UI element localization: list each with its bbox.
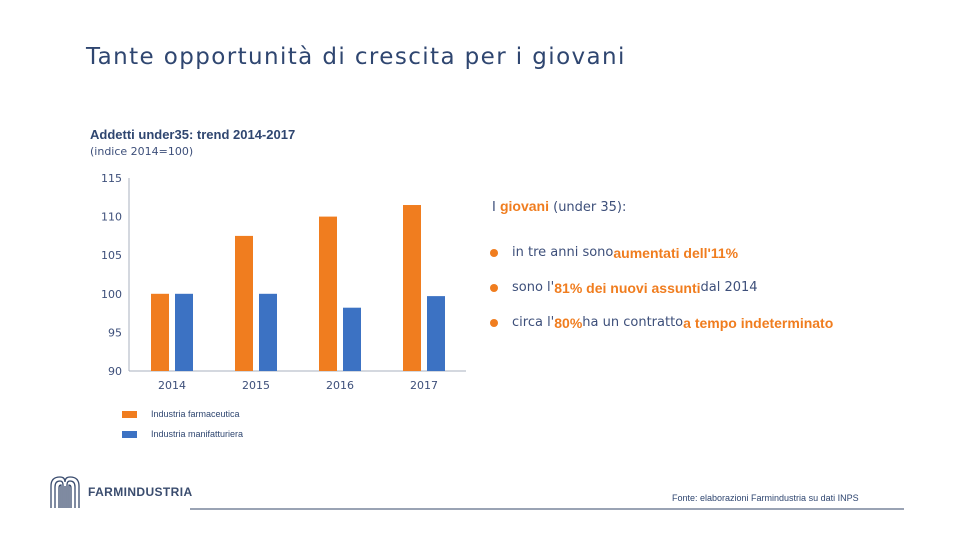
- chart-legend: Industria farmaceutica Industria manifat…: [122, 404, 243, 444]
- bar-manufacturing-2017: [427, 296, 445, 371]
- fact-1-highlight: aumentati dell'11%: [613, 244, 739, 261]
- bars: [151, 205, 445, 371]
- legend-item-manufacturing: Industria manifatturiera: [122, 424, 243, 444]
- fact-2-highlight: 81% dei nuovi assunti: [554, 279, 701, 296]
- x-tick-label: 2015: [242, 379, 270, 392]
- legend-item-pharma: Industria farmaceutica: [122, 404, 243, 424]
- intro-suffix: (under 35):: [548, 200, 627, 215]
- bar-manufacturing-2015: [259, 293, 277, 371]
- x-tick-label: 2017: [410, 379, 438, 392]
- page-title: Tante opportunità di crescita per i giov…: [86, 44, 626, 70]
- bar-manufacturing-2014: [175, 293, 193, 371]
- intro-highlight: giovani: [499, 198, 549, 214]
- key-facts-intro: I giovani (under 35):: [492, 198, 950, 215]
- fact-3-middle: ha un contratto: [582, 315, 684, 330]
- bullet-dot-icon: [490, 283, 498, 292]
- bar-pharma-2016: [319, 216, 337, 371]
- key-facts: I giovani (under 35): in tre anni sono a…: [490, 198, 950, 340]
- key-fact-1: in tre anni sono aumentati dell'11%: [490, 235, 950, 270]
- chart-subtitle: (indice 2014=100): [90, 145, 194, 158]
- fact-1-text: in tre anni sono: [512, 245, 614, 260]
- bar-pharma-2015: [235, 235, 253, 371]
- bullet-dot-icon: [490, 318, 498, 327]
- legend-swatch-manufacturing: [122, 430, 137, 438]
- y-tick-label: 105: [101, 249, 122, 262]
- chart-title: Addetti under35: trend 2014-2017: [90, 127, 296, 142]
- x-tick-label: 2016: [326, 379, 354, 392]
- legend-swatch-pharma: [122, 410, 137, 418]
- fact-3-highlight: 80%: [554, 314, 583, 331]
- farmindustria-logo-icon: [50, 476, 80, 508]
- footer-divider: [190, 508, 904, 510]
- bar-manufacturing-2016: [343, 307, 361, 371]
- legend-label-manufacturing: Industria manifatturiera: [151, 429, 244, 439]
- legend-label-pharma: Industria farmaceutica: [151, 409, 240, 419]
- x-tick-label: 2014: [158, 379, 186, 392]
- y-tick-label: 95: [108, 326, 122, 339]
- key-fact-3: circa l' 80% ha un contratto a tempo inde…: [490, 305, 950, 340]
- key-fact-2: sono l' 81% dei nuovi assunti dal 2014: [490, 270, 950, 305]
- bar-pharma-2014: [151, 293, 169, 371]
- y-tick-label: 110: [101, 211, 122, 224]
- fact-3-highlight-2: a tempo indeterminato: [683, 314, 834, 331]
- fact-3-text: circa l': [512, 315, 555, 330]
- bar-pharma-2017: [403, 205, 421, 371]
- fact-2-text: sono l': [512, 280, 555, 295]
- y-tick-label: 90: [108, 365, 122, 378]
- y-tick-label: 115: [101, 172, 122, 185]
- farmindustria-logo: FARMINDUSTRIA: [48, 474, 193, 510]
- source-note: Fonte: elaborazioni Farmindustria su dat…: [672, 493, 859, 503]
- logo-text: FARMINDUSTRIA: [88, 485, 193, 499]
- y-tick-label: 100: [101, 288, 122, 301]
- bullet-dot-icon: [490, 248, 498, 257]
- x-axis-ticks: 2014 2015 2016 2017: [158, 379, 438, 392]
- intro-prefix: I: [492, 200, 500, 215]
- y-axis-ticks: 90 95 100 105 110 115: [101, 172, 122, 378]
- fact-2-suffix: dal 2014: [700, 280, 758, 295]
